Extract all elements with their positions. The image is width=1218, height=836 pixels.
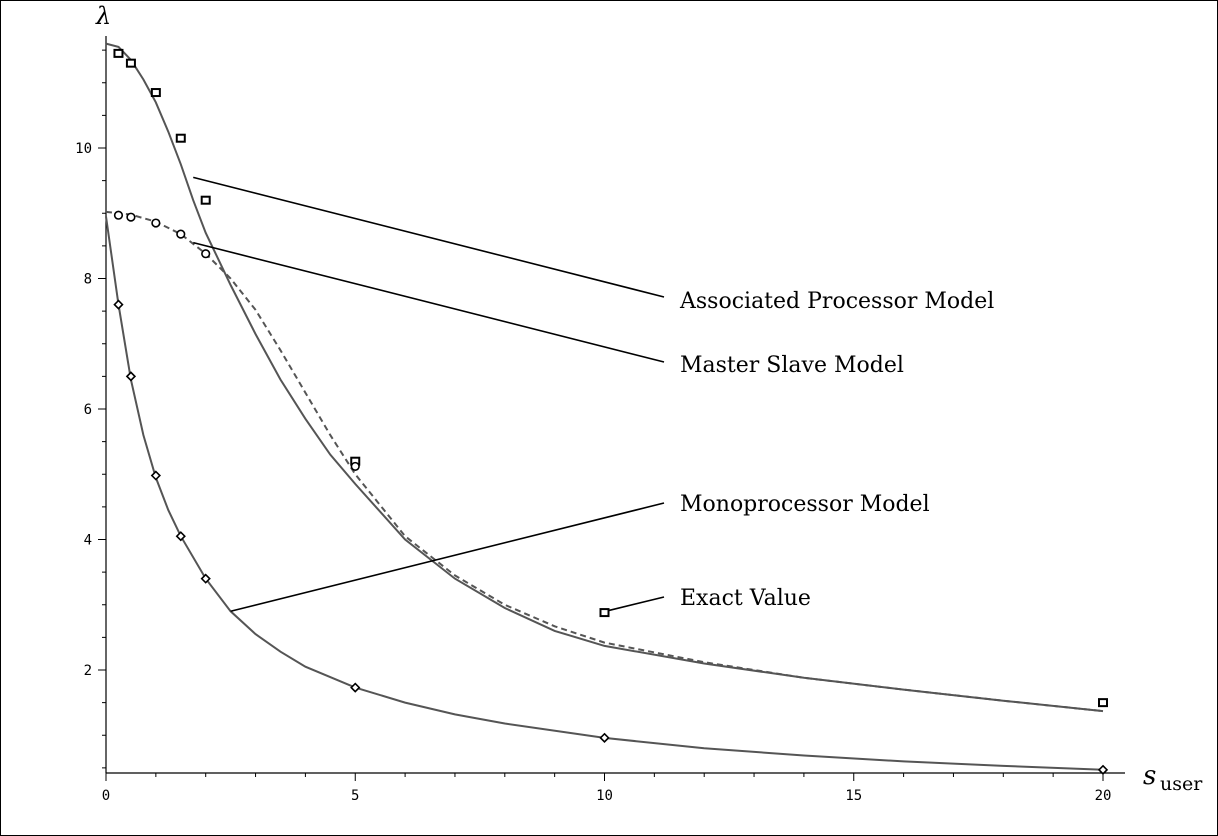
markers bbox=[113, 48, 1109, 775]
data-point-circle bbox=[126, 212, 136, 222]
series-line-2 bbox=[105, 210, 1104, 713]
series-line-1 bbox=[105, 42, 1104, 713]
data-point-diamond bbox=[200, 573, 211, 584]
data-point-square bbox=[1098, 698, 1108, 708]
data-point-diamond bbox=[599, 732, 610, 743]
x-axis-label-subscript: user bbox=[1160, 773, 1203, 795]
y-tick-label: 8 bbox=[84, 272, 92, 288]
x-tick-label: 5 bbox=[351, 788, 359, 804]
data-point-circle bbox=[201, 249, 211, 259]
y-tick-label: 4 bbox=[84, 533, 92, 549]
data-point-circle bbox=[113, 210, 124, 220]
annotation-label-2: Master Slave Model bbox=[680, 353, 904, 378]
data-point-circle bbox=[350, 461, 360, 472]
axes: 2 4 6 8 10 0 5 10 15 20 bbox=[75, 36, 1125, 804]
x-tick-label: 15 bbox=[845, 788, 862, 804]
series-line-3 bbox=[105, 216, 1104, 771]
data-point-square bbox=[200, 195, 211, 205]
data-point-diamond bbox=[1097, 764, 1109, 775]
annotation-label-4: Exact Value bbox=[680, 586, 811, 611]
data-point-square bbox=[599, 608, 610, 618]
curves bbox=[105, 42, 1104, 771]
annotation-leader-1 bbox=[193, 176, 665, 298]
data-point-square bbox=[150, 88, 161, 98]
x-tick-label: 20 bbox=[1095, 788, 1112, 804]
data-point-diamond bbox=[175, 531, 186, 542]
y-tick-label: 6 bbox=[84, 402, 92, 418]
data-point-diamond bbox=[350, 682, 361, 693]
y-tick-label: 2 bbox=[84, 663, 92, 679]
annotation-leader-3 bbox=[230, 502, 665, 613]
data-point-circle bbox=[176, 229, 186, 239]
annotation-leader-4 bbox=[608, 596, 665, 612]
annotations: Associated Processor Model Master Slave M… bbox=[193, 176, 994, 613]
x-axis-label-main: s bbox=[1143, 761, 1156, 791]
data-point-square bbox=[175, 133, 186, 143]
x-tick-label: 10 bbox=[596, 788, 613, 804]
data-point-square bbox=[125, 58, 136, 68]
data-point-diamond bbox=[125, 371, 137, 382]
annotation-label-1: Associated Processor Model bbox=[679, 289, 994, 314]
data-point-diamond bbox=[113, 299, 124, 310]
annotation-label-3: Monoprocessor Model bbox=[680, 492, 930, 517]
data-point-diamond bbox=[150, 470, 161, 481]
y-tick-label: 10 bbox=[75, 141, 92, 157]
data-point-circle bbox=[151, 218, 161, 228]
annotation-leader-2 bbox=[193, 241, 665, 363]
x-tick-label: 0 bbox=[102, 788, 110, 804]
x-axis-label: s bbox=[1143, 761, 1156, 791]
data-point-square bbox=[113, 48, 124, 58]
y-axis-label: λ bbox=[95, 2, 111, 30]
